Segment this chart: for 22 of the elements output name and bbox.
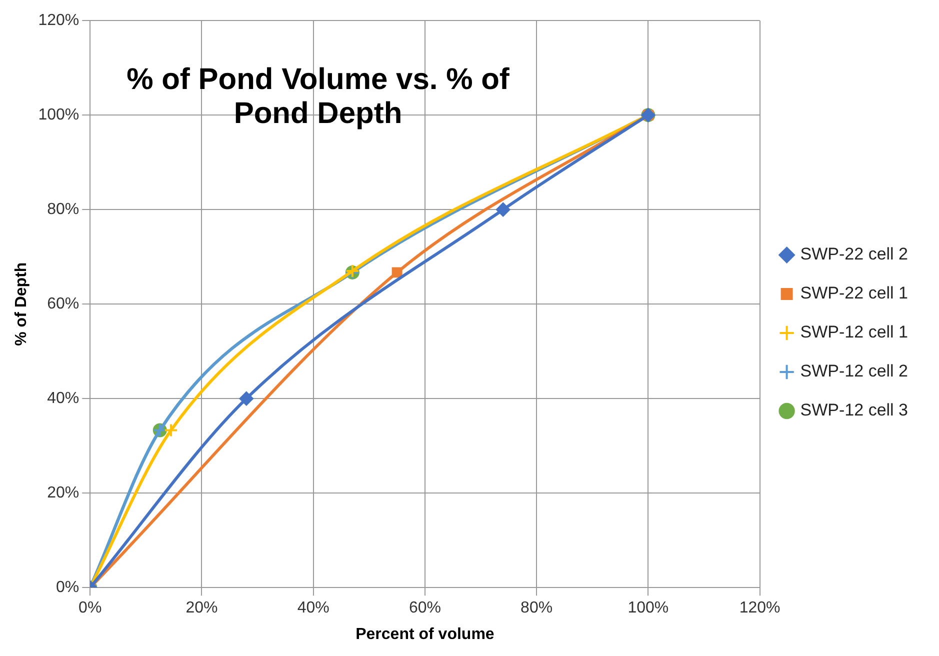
legend-label: SWP-22 cell 2: [800, 244, 908, 264]
legend-label: SWP-12 cell 1: [800, 322, 908, 342]
x-tick-label: 80%: [520, 600, 553, 617]
y-tick-label: 20%: [47, 484, 80, 502]
legend-label: SWP-12 cell 2: [800, 362, 908, 381]
y-tick-label: 100%: [38, 106, 80, 124]
y-tick-label: 80%: [47, 201, 80, 218]
x-tick-label: 40%: [297, 600, 330, 617]
y-tick-label: 0%: [56, 579, 80, 596]
x-tick-label: 120%: [739, 600, 780, 617]
x-tick-label: 60%: [408, 600, 441, 617]
y-tick-label: 60%: [47, 296, 80, 313]
text: % of Pond Volume vs. % of Pond Depth: [126, 63, 510, 131]
y-axis-title: % of Depth: [13, 262, 30, 346]
x-tick-label: 100%: [628, 600, 669, 617]
legend-label: SWP-12 cell 3: [800, 400, 908, 420]
y-tick-label: 40%: [47, 390, 80, 408]
x-tick-label: 0%: [78, 600, 102, 617]
legend-label: SWP-22 cell 1: [800, 284, 908, 303]
x-tick-label: 20%: [186, 600, 218, 617]
x-axis-title: Percent of volume: [356, 626, 494, 643]
y-tick-label: 120%: [38, 12, 80, 30]
